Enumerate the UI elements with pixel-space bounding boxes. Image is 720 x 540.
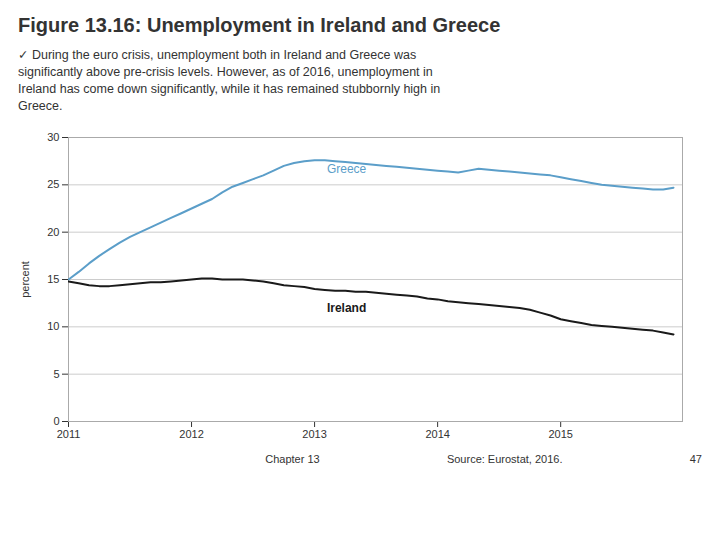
- html-text:47: 47: [689, 453, 702, 465]
- svg-text:0: 0: [53, 415, 59, 427]
- svg-text:percent: percent: [19, 261, 31, 298]
- svg-text:30: 30: [47, 131, 59, 143]
- svg-text:5: 5: [53, 368, 59, 380]
- svg-text:2011: 2011: [57, 428, 81, 440]
- svg-text:25: 25: [47, 178, 59, 190]
- svg-text:10: 10: [47, 320, 59, 332]
- svg-text:2012: 2012: [179, 428, 203, 440]
- html-text:✓ During the euro crisis, unem: ✓ During the euro crisis, unemployment b…: [18, 48, 417, 62]
- svg-text:Ireland: Ireland: [327, 301, 366, 315]
- html-text:Greece.: Greece.: [18, 99, 63, 113]
- svg-text:15: 15: [47, 273, 59, 285]
- html-text:Figure 13.16: Unemployment in: Figure 13.16: Unemployment in Ireland an…: [18, 14, 501, 36]
- svg-text:2014: 2014: [425, 428, 449, 440]
- svg-text:Greece: Greece: [327, 162, 367, 176]
- html-text:Source: Eurostat, 2016.: Source: Eurostat, 2016.: [446, 453, 563, 465]
- html-text:Chapter 13: Chapter 13: [265, 453, 320, 465]
- svg-text:2013: 2013: [302, 428, 326, 440]
- html-text:Ireland has come down signific: Ireland has come down significantly, whi…: [18, 82, 441, 96]
- svg-text:2015: 2015: [548, 428, 572, 440]
- svg-text:20: 20: [47, 226, 59, 238]
- html-text:significantly above pre-crisis: significantly above pre-crisis levels. H…: [18, 65, 433, 79]
